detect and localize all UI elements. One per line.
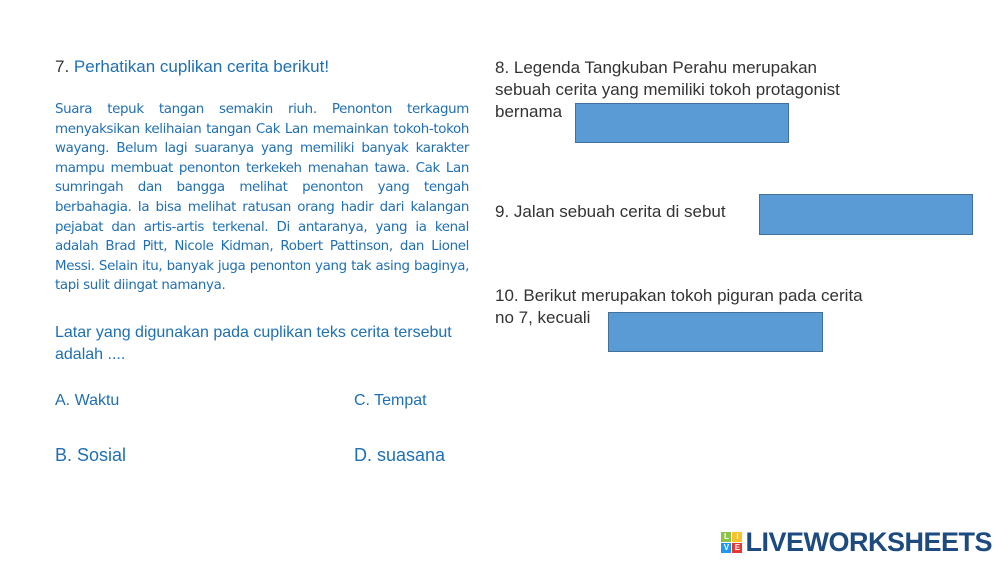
- q9-text: 9. Jalan sebuah cerita di sebut: [495, 202, 726, 221]
- q10-text: 10. Berikut merupakan tokoh piguran pada…: [495, 286, 863, 327]
- liveworksheets-logo: L I V E LIVEWORKSHEETS: [721, 527, 992, 558]
- option-d[interactable]: D. suasana: [354, 445, 446, 465]
- q10-answer-input[interactable]: [608, 312, 823, 352]
- logo-mark-icon: L I V E: [721, 532, 743, 553]
- q8-answer-input[interactable]: [575, 103, 789, 143]
- q9-answer-input[interactable]: [759, 194, 973, 235]
- q7-passage: Suara tepuk tangan semakin riuh. Penonto…: [55, 102, 469, 294]
- q8-text: 8. Legenda Tangkuban Perahu merupakan se…: [495, 58, 840, 121]
- q7-title: 7. Perhatikan cuplikan cerita berikut!: [55, 57, 330, 76]
- q7-question: Latar yang digunakan pada cuplikan teks …: [55, 324, 452, 363]
- option-b[interactable]: B. Sosial: [55, 445, 127, 465]
- option-a[interactable]: A. Waktu: [55, 392, 120, 409]
- option-c[interactable]: C. Tempat: [354, 392, 427, 409]
